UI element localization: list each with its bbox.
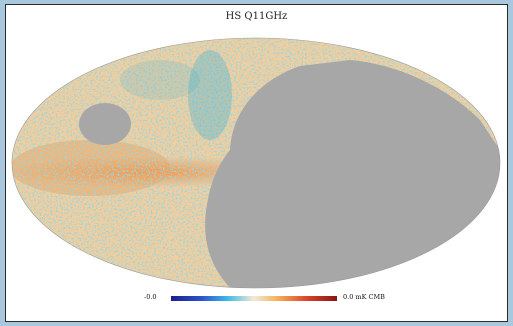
mollweide-projection (12, 38, 500, 288)
masked-region (205, 60, 500, 288)
masked-oval (79, 103, 131, 145)
colorbar (171, 296, 337, 301)
colorbar-max-label: 0.0 mK CMB (343, 293, 385, 301)
colorbar-min-label: -0.0 (144, 293, 157, 301)
map-title: HS Q11GHz (225, 11, 288, 22)
